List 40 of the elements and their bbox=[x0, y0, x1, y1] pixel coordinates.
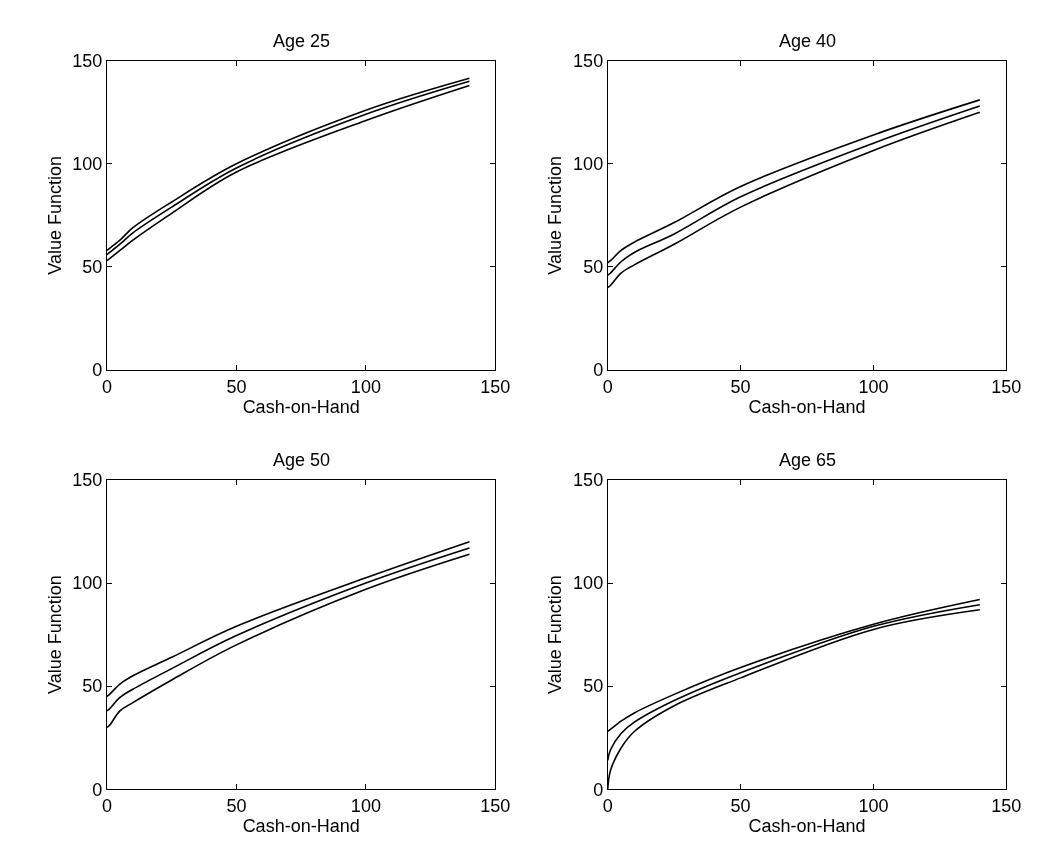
y-axis-title: Value Function bbox=[545, 575, 566, 694]
y-tick-label: 150 bbox=[573, 470, 604, 491]
x-axis-title: Cash-on-Hand bbox=[748, 815, 866, 836]
x-tick-label: 50 bbox=[730, 376, 751, 397]
x-axis-title: Cash-on-Hand bbox=[242, 815, 360, 836]
x-tick-label: 150 bbox=[480, 376, 511, 397]
x-tick-label: 150 bbox=[480, 795, 511, 816]
chart-title: Age 40 bbox=[779, 31, 837, 51]
y-tick-label: 0 bbox=[593, 779, 604, 800]
x-tick-label: 100 bbox=[858, 795, 889, 816]
x-tick-label: 50 bbox=[226, 376, 247, 397]
y-tick-label: 150 bbox=[72, 51, 103, 71]
x-tick-label: 50 bbox=[226, 795, 247, 816]
y-tick-label: 150 bbox=[72, 470, 103, 491]
y-tick-label: 100 bbox=[72, 154, 103, 175]
y-tick-label: 100 bbox=[573, 573, 604, 594]
x-tick-label: 100 bbox=[858, 376, 889, 397]
chart-title: Age 50 bbox=[273, 450, 331, 470]
y-axis-title: Value Function bbox=[44, 155, 65, 275]
y-tick-label: 0 bbox=[92, 779, 103, 800]
y-tick-label: 50 bbox=[82, 257, 103, 278]
y-tick-label: 50 bbox=[583, 257, 604, 278]
x-axis-title: Cash-on-Hand bbox=[748, 396, 866, 417]
chart-title: Age 25 bbox=[273, 31, 331, 51]
y-axis-title: Value Function bbox=[545, 155, 566, 275]
x-tick-label: 50 bbox=[730, 795, 751, 816]
y-tick-label: 150 bbox=[573, 51, 604, 71]
y-tick-label: 0 bbox=[593, 360, 604, 381]
chart-title: Age 65 bbox=[779, 450, 837, 470]
y-tick-label: 100 bbox=[72, 573, 103, 594]
x-tick-label: 150 bbox=[991, 795, 1022, 816]
x-tick-label: 150 bbox=[991, 376, 1022, 397]
x-axis-title: Cash-on-Hand bbox=[242, 396, 360, 417]
y-tick-label: 50 bbox=[82, 676, 103, 697]
x-tick-label: 100 bbox=[350, 795, 381, 816]
y-axis-title: Value Function bbox=[44, 575, 65, 694]
x-tick-label: 100 bbox=[350, 376, 381, 397]
y-tick-label: 50 bbox=[583, 676, 604, 697]
y-tick-label: 100 bbox=[573, 154, 604, 175]
y-tick-label: 0 bbox=[92, 360, 103, 381]
